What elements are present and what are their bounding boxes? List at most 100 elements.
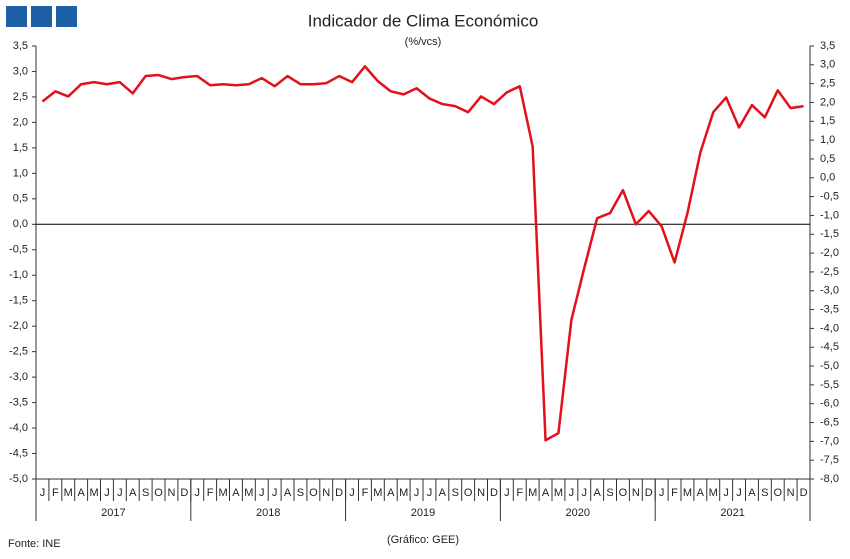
- y2-tick-label: -4,0: [820, 322, 839, 334]
- x-tick-label: J: [504, 487, 510, 499]
- y-tick-label: -2,0: [9, 320, 28, 332]
- x-tick-label: F: [362, 487, 369, 499]
- x-tick-label: J: [195, 487, 201, 499]
- y2-tick-label: 1,5: [820, 115, 835, 127]
- year-label: 2018: [256, 507, 280, 519]
- x-tick-label: A: [284, 487, 292, 499]
- y2-tick-label: -5,5: [820, 379, 839, 391]
- x-tick-label: A: [697, 487, 705, 499]
- logo-block: [31, 6, 52, 27]
- credit: (Gráfico: GEE): [387, 534, 459, 546]
- x-tick-label: A: [77, 487, 85, 499]
- y2-tick-label: -8,0: [820, 473, 839, 485]
- x-tick-label: A: [439, 487, 447, 499]
- x-tick-label: J: [736, 487, 742, 499]
- y-tick-label: 1,0: [13, 167, 28, 179]
- x-tick-label: M: [528, 487, 537, 499]
- x-tick-label: J: [259, 487, 265, 499]
- x-tick-label: M: [554, 487, 563, 499]
- year-label: 2019: [411, 507, 435, 519]
- x-tick-label: M: [64, 487, 73, 499]
- x-tick-label: N: [632, 487, 640, 499]
- x-tick-label: S: [761, 487, 768, 499]
- y2-tick-label: 2,5: [820, 78, 835, 90]
- x-tick-label: S: [142, 487, 149, 499]
- y-tick-label: 0,0: [13, 218, 28, 230]
- x-tick-label: S: [297, 487, 304, 499]
- y-tick-label: -3,5: [9, 396, 28, 408]
- y2-tick-label: -7,5: [820, 454, 839, 466]
- x-tick-label: M: [399, 487, 408, 499]
- year-label: 2021: [720, 507, 744, 519]
- y2-tick-label: 2,0: [820, 96, 835, 108]
- year-label: 2017: [101, 507, 125, 519]
- y2-tick-label: 1,0: [820, 134, 835, 146]
- y2-tick-label: -6,0: [820, 398, 839, 410]
- y2-tick-label: -0,5: [820, 191, 839, 203]
- y2-tick-label: -7,0: [820, 435, 839, 447]
- x-tick-label: S: [606, 487, 613, 499]
- x-tick-label: S: [452, 487, 459, 499]
- x-tick-label: M: [683, 487, 692, 499]
- x-tick-label: J: [117, 487, 123, 499]
- x-tick-label: M: [218, 487, 227, 499]
- x-tick-label: J: [659, 487, 665, 499]
- x-tick-label: J: [272, 487, 278, 499]
- y-tick-label: 2,0: [13, 116, 28, 128]
- x-tick-label: A: [387, 487, 395, 499]
- y2-tick-label: 3,5: [820, 40, 835, 52]
- y2-tick-label: -6,5: [820, 416, 839, 428]
- year-label: 2020: [566, 507, 590, 519]
- y-tick-label: 2,5: [13, 91, 28, 103]
- x-tick-label: M: [89, 487, 98, 499]
- y2-tick-label: -3,5: [820, 303, 839, 315]
- x-tick-label: N: [787, 487, 795, 499]
- x-tick-label: N: [477, 487, 485, 499]
- x-tick-label: N: [322, 487, 330, 499]
- x-tick-label: J: [427, 487, 433, 499]
- x-tick-label: D: [180, 487, 188, 499]
- y-tick-label: -3,0: [9, 371, 28, 383]
- y2-tick-label: -2,0: [820, 247, 839, 259]
- y-tick-label: 0,5: [13, 193, 28, 205]
- x-tick-label: M: [244, 487, 253, 499]
- x-tick-label: O: [154, 487, 163, 499]
- x-tick-label: A: [542, 487, 550, 499]
- x-tick-label: O: [773, 487, 782, 499]
- y-tick-label: 1,5: [13, 142, 28, 154]
- y-tick-label: -1,5: [9, 295, 28, 307]
- x-tick-label: D: [645, 487, 653, 499]
- y-tick-label: -0,5: [9, 244, 28, 256]
- y-tick-label: -4,5: [9, 447, 28, 459]
- y2-tick-label: -2,5: [820, 266, 839, 278]
- x-tick-label: A: [593, 487, 601, 499]
- x-tick-label: D: [800, 487, 808, 499]
- x-tick-label: M: [709, 487, 718, 499]
- x-tick-label: A: [232, 487, 240, 499]
- x-tick-label: F: [516, 487, 523, 499]
- x-tick-label: D: [335, 487, 343, 499]
- x-tick-label: F: [671, 487, 678, 499]
- y-tick-label: -1,0: [9, 269, 28, 281]
- x-tick-label: J: [569, 487, 575, 499]
- x-tick-label: D: [490, 487, 498, 499]
- logo-block: [56, 6, 77, 27]
- chart-title: Indicador de Clima Económico: [308, 11, 539, 30]
- x-tick-label: N: [167, 487, 175, 499]
- y-tick-label: -2,5: [9, 346, 28, 358]
- x-tick-label: M: [373, 487, 382, 499]
- x-tick-label: J: [40, 487, 46, 499]
- y2-tick-label: 3,0: [820, 59, 835, 71]
- y2-tick-label: -4,5: [820, 341, 839, 353]
- x-tick-label: O: [309, 487, 318, 499]
- x-tick-label: A: [129, 487, 137, 499]
- source: Fonte: INE: [8, 538, 61, 550]
- y2-tick-label: -5,0: [820, 360, 839, 372]
- x-tick-label: J: [582, 487, 588, 499]
- y2-tick-label: 0,5: [820, 153, 835, 165]
- data-line: [41, 65, 804, 442]
- y-tick-label: -5,0: [9, 473, 28, 485]
- chart-subtitle: (%/vcs): [405, 36, 442, 48]
- y2-tick-label: -1,0: [820, 209, 839, 221]
- x-tick-label: O: [619, 487, 628, 499]
